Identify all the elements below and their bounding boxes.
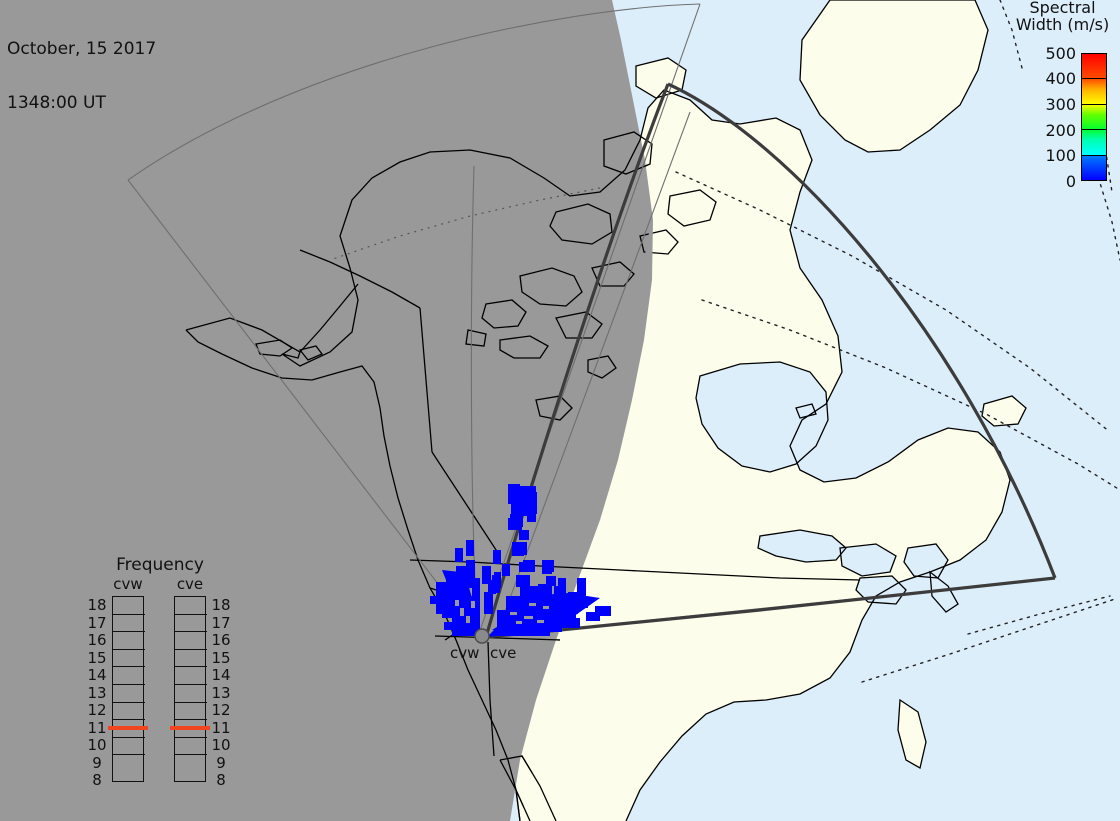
colorbar-sep-300: [1081, 104, 1107, 105]
timestamp: October, 15 2017 1348:00 UT: [7, 4, 156, 148]
colorbar-title-line1: Spectral: [1029, 0, 1096, 17]
freq-seg-cvw-15: [113, 648, 145, 650]
freq-label-left-11: 11: [87, 719, 107, 737]
graticule: [675, 0, 1120, 683]
site-label-cvw: cvw: [450, 644, 480, 662]
freq-seg-cve-11: [175, 719, 207, 721]
freq-label-right-13: 13: [211, 684, 231, 702]
colorbar-title: Spectral Width (m/s): [1005, 0, 1120, 33]
night-shade: [0, 0, 653, 821]
freq-label-left-13: 13: [87, 684, 107, 702]
frequency-bar-cve[interactable]: [174, 596, 207, 782]
freq-seg-cve-9: [175, 754, 207, 756]
frequency-marker-cvw: [108, 726, 148, 730]
freq-seg-cvw-11: [113, 719, 145, 721]
freq-label-left-9: 9: [92, 754, 102, 772]
colorbar-tick-300: 300: [1045, 95, 1076, 114]
freq-seg-cve-16: [175, 631, 207, 633]
freq-label-left-15: 15: [87, 649, 107, 667]
colorbar-sep-400: [1081, 78, 1107, 79]
freq-label-right-14: 14: [211, 666, 231, 684]
timestamp-time: 1348:00 UT: [7, 93, 106, 113]
freq-seg-cve-14: [175, 666, 207, 668]
backscatter-data: [430, 484, 611, 637]
freq-label-left-8: 8: [92, 771, 102, 789]
frequency-column-header-cve: cve: [176, 575, 204, 593]
colorbar-gradient: [1081, 53, 1107, 181]
freq-label-right-8: 8: [216, 771, 226, 789]
freq-label-right-16: 16: [211, 631, 231, 649]
frequency-column-header-cvw: cvw: [113, 575, 143, 593]
freq-seg-cve-10: [175, 736, 207, 738]
colorbar-sep-200: [1081, 129, 1107, 130]
freq-label-right-10: 10: [211, 736, 231, 754]
freq-seg-cve-12: [175, 701, 207, 703]
frequency-marker-cve: [170, 726, 210, 730]
freq-seg-cvw-17: [113, 613, 145, 615]
frequency-legend-title: Frequency: [116, 555, 204, 575]
colorbar-tick-200: 200: [1045, 121, 1076, 140]
freq-label-right-9: 9: [216, 754, 226, 772]
colorbar-tick-0: 0: [1065, 172, 1076, 191]
timestamp-date: October, 15 2017: [7, 39, 157, 59]
freq-seg-cve-13: [175, 683, 207, 685]
site-label-cve: cve: [490, 644, 517, 662]
colorbar-tick-100: 100: [1045, 146, 1076, 165]
freq-label-left-12: 12: [87, 701, 107, 719]
radar-site-marker[interactable]: [474, 628, 490, 644]
freq-seg-cvw-13: [113, 683, 145, 685]
freq-seg-cvw-10: [113, 736, 145, 738]
freq-seg-cvw-14: [113, 666, 145, 668]
colorbar-title-line2: Width (m/s): [1015, 15, 1110, 34]
freq-label-left-16: 16: [87, 631, 107, 649]
freq-label-right-12: 12: [211, 701, 231, 719]
colorbar: Spectral Width (m/s) 500 400 300 200 100…: [1005, 0, 1120, 200]
freq-label-left-18: 18: [87, 596, 107, 614]
freq-seg-cvw-16: [113, 631, 145, 633]
freq-label-left-17: 17: [87, 614, 107, 632]
colorbar-tick-400: 400: [1045, 69, 1076, 88]
colorbar-tick-500: 500: [1045, 44, 1076, 63]
freq-label-right-18: 18: [211, 596, 231, 614]
freq-label-right-17: 17: [211, 614, 231, 632]
freq-label-left-14: 14: [87, 666, 107, 684]
freq-seg-cvw-12: [113, 701, 145, 703]
freq-seg-cve-17: [175, 613, 207, 615]
freq-label-left-10: 10: [87, 736, 107, 754]
freq-label-right-11: 11: [211, 719, 231, 737]
frequency-bar-cvw[interactable]: [112, 596, 145, 782]
frequency-legend: Frequency cvw cve: [85, 556, 235, 788]
freq-label-right-15: 15: [211, 649, 231, 667]
colorbar-sep-100: [1081, 155, 1107, 156]
freq-seg-cve-15: [175, 648, 207, 650]
freq-seg-cvw-9: [113, 754, 145, 756]
